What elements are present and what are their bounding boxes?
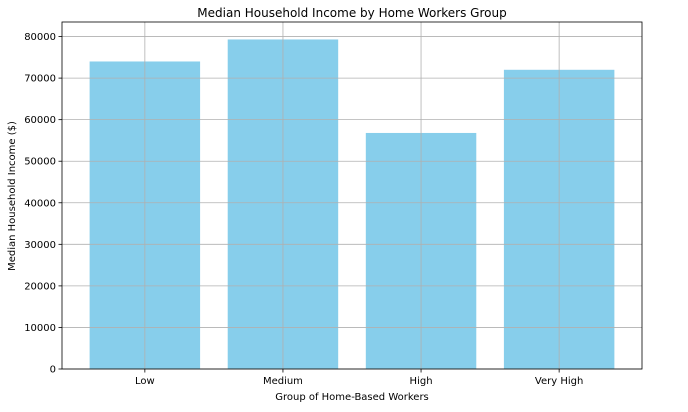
x-axis-ticks: Low Medium High Very High bbox=[135, 369, 583, 387]
y-axis-ticks: 0 10000 20000 30000 40000 50000 60000 70000 8000… bbox=[24, 32, 62, 376]
plot-frame bbox=[61, 21, 643, 370]
y-tick-label: 60000 bbox=[24, 115, 56, 126]
x-axis-title: Group of Home-Based Workers bbox=[275, 392, 429, 403]
y-axis-title: Median Household Income ($) bbox=[7, 121, 18, 271]
x-tick-label: Low bbox=[135, 376, 155, 387]
y-tick-label: 80000 bbox=[24, 32, 56, 43]
y-tick-label: 40000 bbox=[24, 198, 56, 209]
x-tick-label: High bbox=[410, 376, 433, 387]
chart-title: Median Household Income by Home Workers … bbox=[197, 6, 506, 20]
x-tick-label: Medium bbox=[263, 376, 303, 387]
bars bbox=[89, 39, 615, 370]
axes bbox=[61, 21, 643, 370]
y-tick-label: 0 bbox=[50, 365, 56, 376]
y-tick-label: 30000 bbox=[24, 240, 56, 251]
y-tick-label: 10000 bbox=[24, 323, 56, 334]
y-tick-label: 20000 bbox=[24, 281, 56, 292]
y-tick-label: 70000 bbox=[24, 74, 56, 85]
x-tick-label: Very High bbox=[535, 376, 583, 387]
y-tick-label: 50000 bbox=[24, 157, 56, 168]
